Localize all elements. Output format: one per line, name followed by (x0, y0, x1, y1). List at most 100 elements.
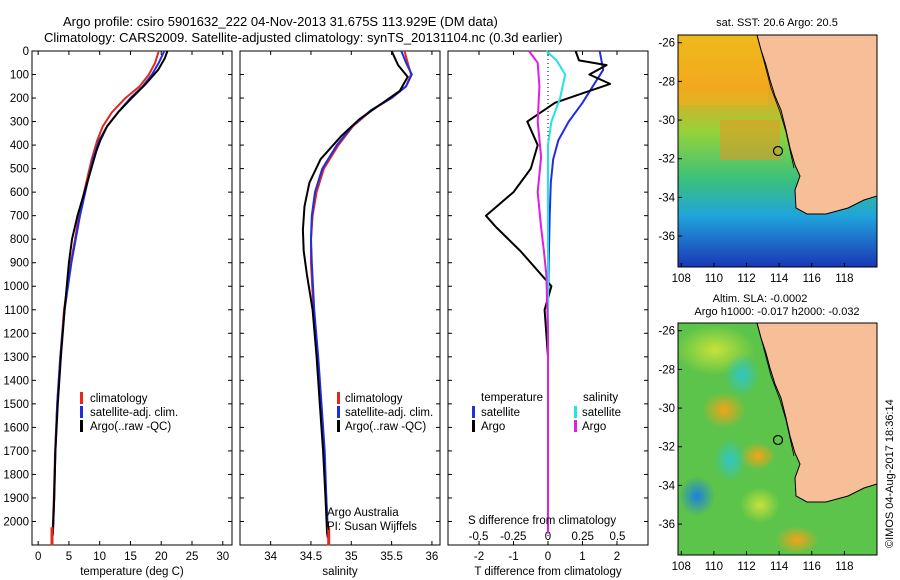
x-axis-label-difference: T difference from climatology (474, 566, 621, 578)
annotation-argo-australia: Argo Australia (327, 507, 399, 519)
argo-marker (772, 434, 784, 446)
y-tick-label: 2000 (3, 516, 29, 528)
legend-label: climatology (90, 393, 148, 405)
map-x-tick-label: 118 (835, 561, 853, 573)
y-tick-label: 500 (10, 164, 29, 176)
map-y-tick-label: -32 (658, 154, 675, 166)
y-tick-label: 1200 (3, 328, 29, 340)
legend-label: Argo(..raw -QC) (345, 421, 426, 433)
figure-subtitle: Climatology: CARS2009. Satellite-adjuste… (44, 30, 563, 45)
x-tick-label: -1 (508, 551, 518, 563)
map-x-tick-label: 116 (803, 273, 821, 285)
y-tick-label: 1900 (3, 493, 29, 505)
temperature-panel (31, 50, 233, 546)
y-tick-label: 1000 (3, 281, 29, 293)
sst-map-frame (677, 34, 878, 268)
y-tick-label: 700 (10, 211, 29, 223)
top-x-tick-label: 0 (545, 531, 551, 543)
sla-eddy (740, 487, 780, 523)
imos-credit: ©IMOS 04-Aug-2017 18:36:14 (884, 399, 896, 548)
temperature-plot: 0 5 10 15 20 25 300100200300400500600700800900… (3, 46, 232, 563)
x-tick-label: -2 (474, 551, 484, 563)
sst-warm-patch (678, 35, 768, 105)
y-tick-label: 1100 (4, 305, 29, 317)
map-y-tick-label: -28 (658, 76, 675, 88)
legend-swatch-satellite (80, 406, 83, 418)
legend-swatch-climatology (80, 392, 83, 404)
map-x-tick-label: 112 (737, 273, 755, 285)
legend-title-salinity: salinity (583, 392, 618, 404)
y-tick-label: 400 (10, 140, 29, 152)
map-y-tick-label: -26 (658, 326, 675, 338)
y-tick-label: 1300 (3, 352, 29, 364)
legend-swatch-satellite (337, 406, 340, 418)
series-line (528, 50, 549, 534)
y-tick-label: 0 (23, 46, 29, 58)
climatology-end-marker (327, 527, 331, 546)
map-y-tick-label: -30 (658, 403, 675, 415)
climatology-end-marker (50, 527, 54, 546)
x-tick-label: 34 (264, 551, 277, 563)
x-tick-label: 20 (155, 551, 168, 563)
map-x-tick-label: 110 (705, 273, 723, 285)
map-x-tick-label: 116 (803, 561, 821, 573)
series-line (301, 50, 409, 539)
map-y-tick-label: -36 (658, 231, 675, 243)
sla-eddy (702, 392, 746, 428)
legend-swatch-argo (80, 420, 83, 432)
y-tick-label: 1700 (3, 446, 29, 458)
argo-marker (772, 145, 784, 157)
sla-map (678, 323, 877, 555)
map-y-tick-label: -30 (658, 115, 675, 127)
map-x-tick-label: 110 (705, 561, 723, 573)
legend-swatch-s-satellite (574, 406, 577, 418)
sst-map-title: sat. SST: 20.6 Argo: 20.5 (716, 17, 838, 29)
legend-swatch-t-satellite (472, 406, 475, 418)
sla-map-title: Altim. SLA: -0.0002 (713, 293, 808, 305)
x-tick-label: 2 (614, 551, 620, 563)
legend-label: satellite-adj. clim. (90, 407, 178, 419)
legend-swatch-climatology (337, 392, 340, 404)
map-x-tick-label: 114 (770, 561, 789, 573)
legend-label: Argo(..raw -QC) (90, 421, 171, 433)
figure-title: Argo profile: csiro 5901632_222 04-Nov-2… (63, 14, 498, 29)
sla-map-frame (677, 322, 878, 556)
sla-eddy (724, 353, 760, 397)
x-axis-label-salinity: salinity (322, 566, 357, 578)
x-tick-label: 35.5 (380, 551, 402, 563)
sst-map (678, 35, 877, 267)
x-tick-label: 30 (216, 551, 229, 563)
top-axis-label: S difference from climatology (468, 515, 616, 527)
salinity-plot: 34 34.5 35 35.5 36 (240, 50, 440, 563)
temperature-legend: climatology satellite-adj. clim. Argo(..… (80, 392, 178, 433)
annotation-pi: PI: Susan Wijffels (327, 521, 417, 533)
y-tick-label: 1800 (3, 469, 29, 481)
sst-map-axes: 108 110 112 114 116 118 -26 -28 -30 -32 -34 -36 (658, 38, 853, 285)
legend-label: Argo (481, 421, 505, 433)
y-tick-label: 600 (10, 187, 29, 199)
legend-label: satellite (582, 407, 621, 419)
x-tick-label: 10 (93, 551, 106, 563)
x-tick-label: 5 (66, 551, 72, 563)
x-tick-label: 35 (345, 551, 358, 563)
y-tick-label: 900 (10, 258, 29, 270)
sla-eddy (679, 476, 715, 516)
x-tick-label: 0 (35, 551, 41, 563)
x-tick-label: 36 (426, 551, 439, 563)
map-x-tick-label: 112 (737, 561, 755, 573)
legend-label: climatology (345, 393, 403, 405)
map-x-tick-label: 108 (672, 273, 691, 285)
sla-eddy (714, 438, 746, 482)
x-tick-label: 15 (124, 551, 137, 563)
legend-swatch-argo (337, 420, 340, 432)
map-x-tick-label: 108 (672, 561, 691, 573)
map-y-tick-label: -32 (658, 442, 675, 454)
top-x-tick-label: -0.25 (500, 531, 526, 543)
land-mass (756, 323, 877, 503)
sla-map-axes: 108 110 112 114 116 118 -26 -28 -30 -32 -34 -36 (658, 326, 853, 573)
top-x-tick-label: 0.5 (609, 531, 625, 543)
sla-eddy (775, 526, 819, 554)
legend-swatch-t-argo (472, 420, 475, 432)
difference-legend: temperature salinity satellite Argo sate… (468, 392, 621, 527)
legend-label: satellite-adj. clim. (345, 407, 433, 419)
